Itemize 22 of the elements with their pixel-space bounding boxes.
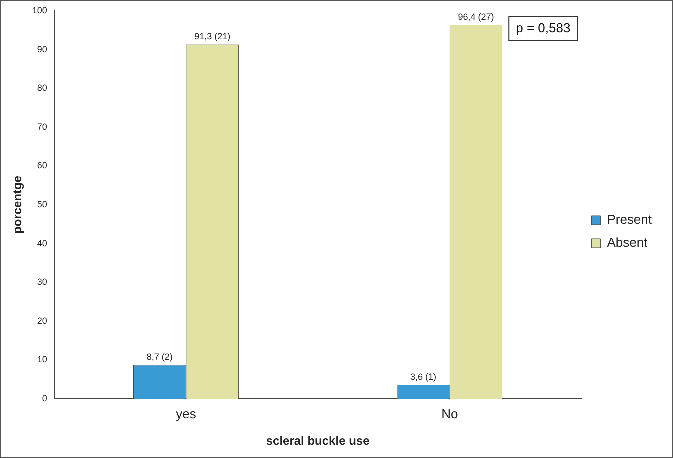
data-label: 96,4 (27) [458, 12, 494, 22]
y-tick-label: 30 [37, 277, 48, 288]
y-axis-title: porcentge [10, 176, 25, 234]
y-tick-label: 80 [37, 83, 48, 94]
y-tick-label: 50 [37, 199, 48, 210]
x-tick-label: No [442, 406, 458, 422]
y-tick-label: 70 [37, 122, 48, 132]
y-tick-label: 60 [37, 160, 48, 171]
y-tick-label: 40 [37, 238, 48, 248]
annotation: p = 0,583 [516, 20, 571, 36]
data-label: 91,3 (21) [194, 32, 231, 42]
x-tick-label: yes [176, 406, 197, 422]
legend-label: Present [607, 212, 652, 228]
y-tick-label: 0 [42, 393, 48, 404]
y-tick-label: 90 [37, 44, 48, 54]
data-label: 8,7 (2) [146, 352, 173, 362]
x-axis-title: scleral buckle use [266, 434, 370, 448]
data-label: 3,6 (1) [410, 372, 437, 382]
y-tick-label: 10 [37, 354, 48, 365]
y-tick-label: 100 [32, 5, 48, 16]
legend-label: Absent [607, 235, 648, 250]
y-tick-label: 20 [37, 316, 48, 326]
